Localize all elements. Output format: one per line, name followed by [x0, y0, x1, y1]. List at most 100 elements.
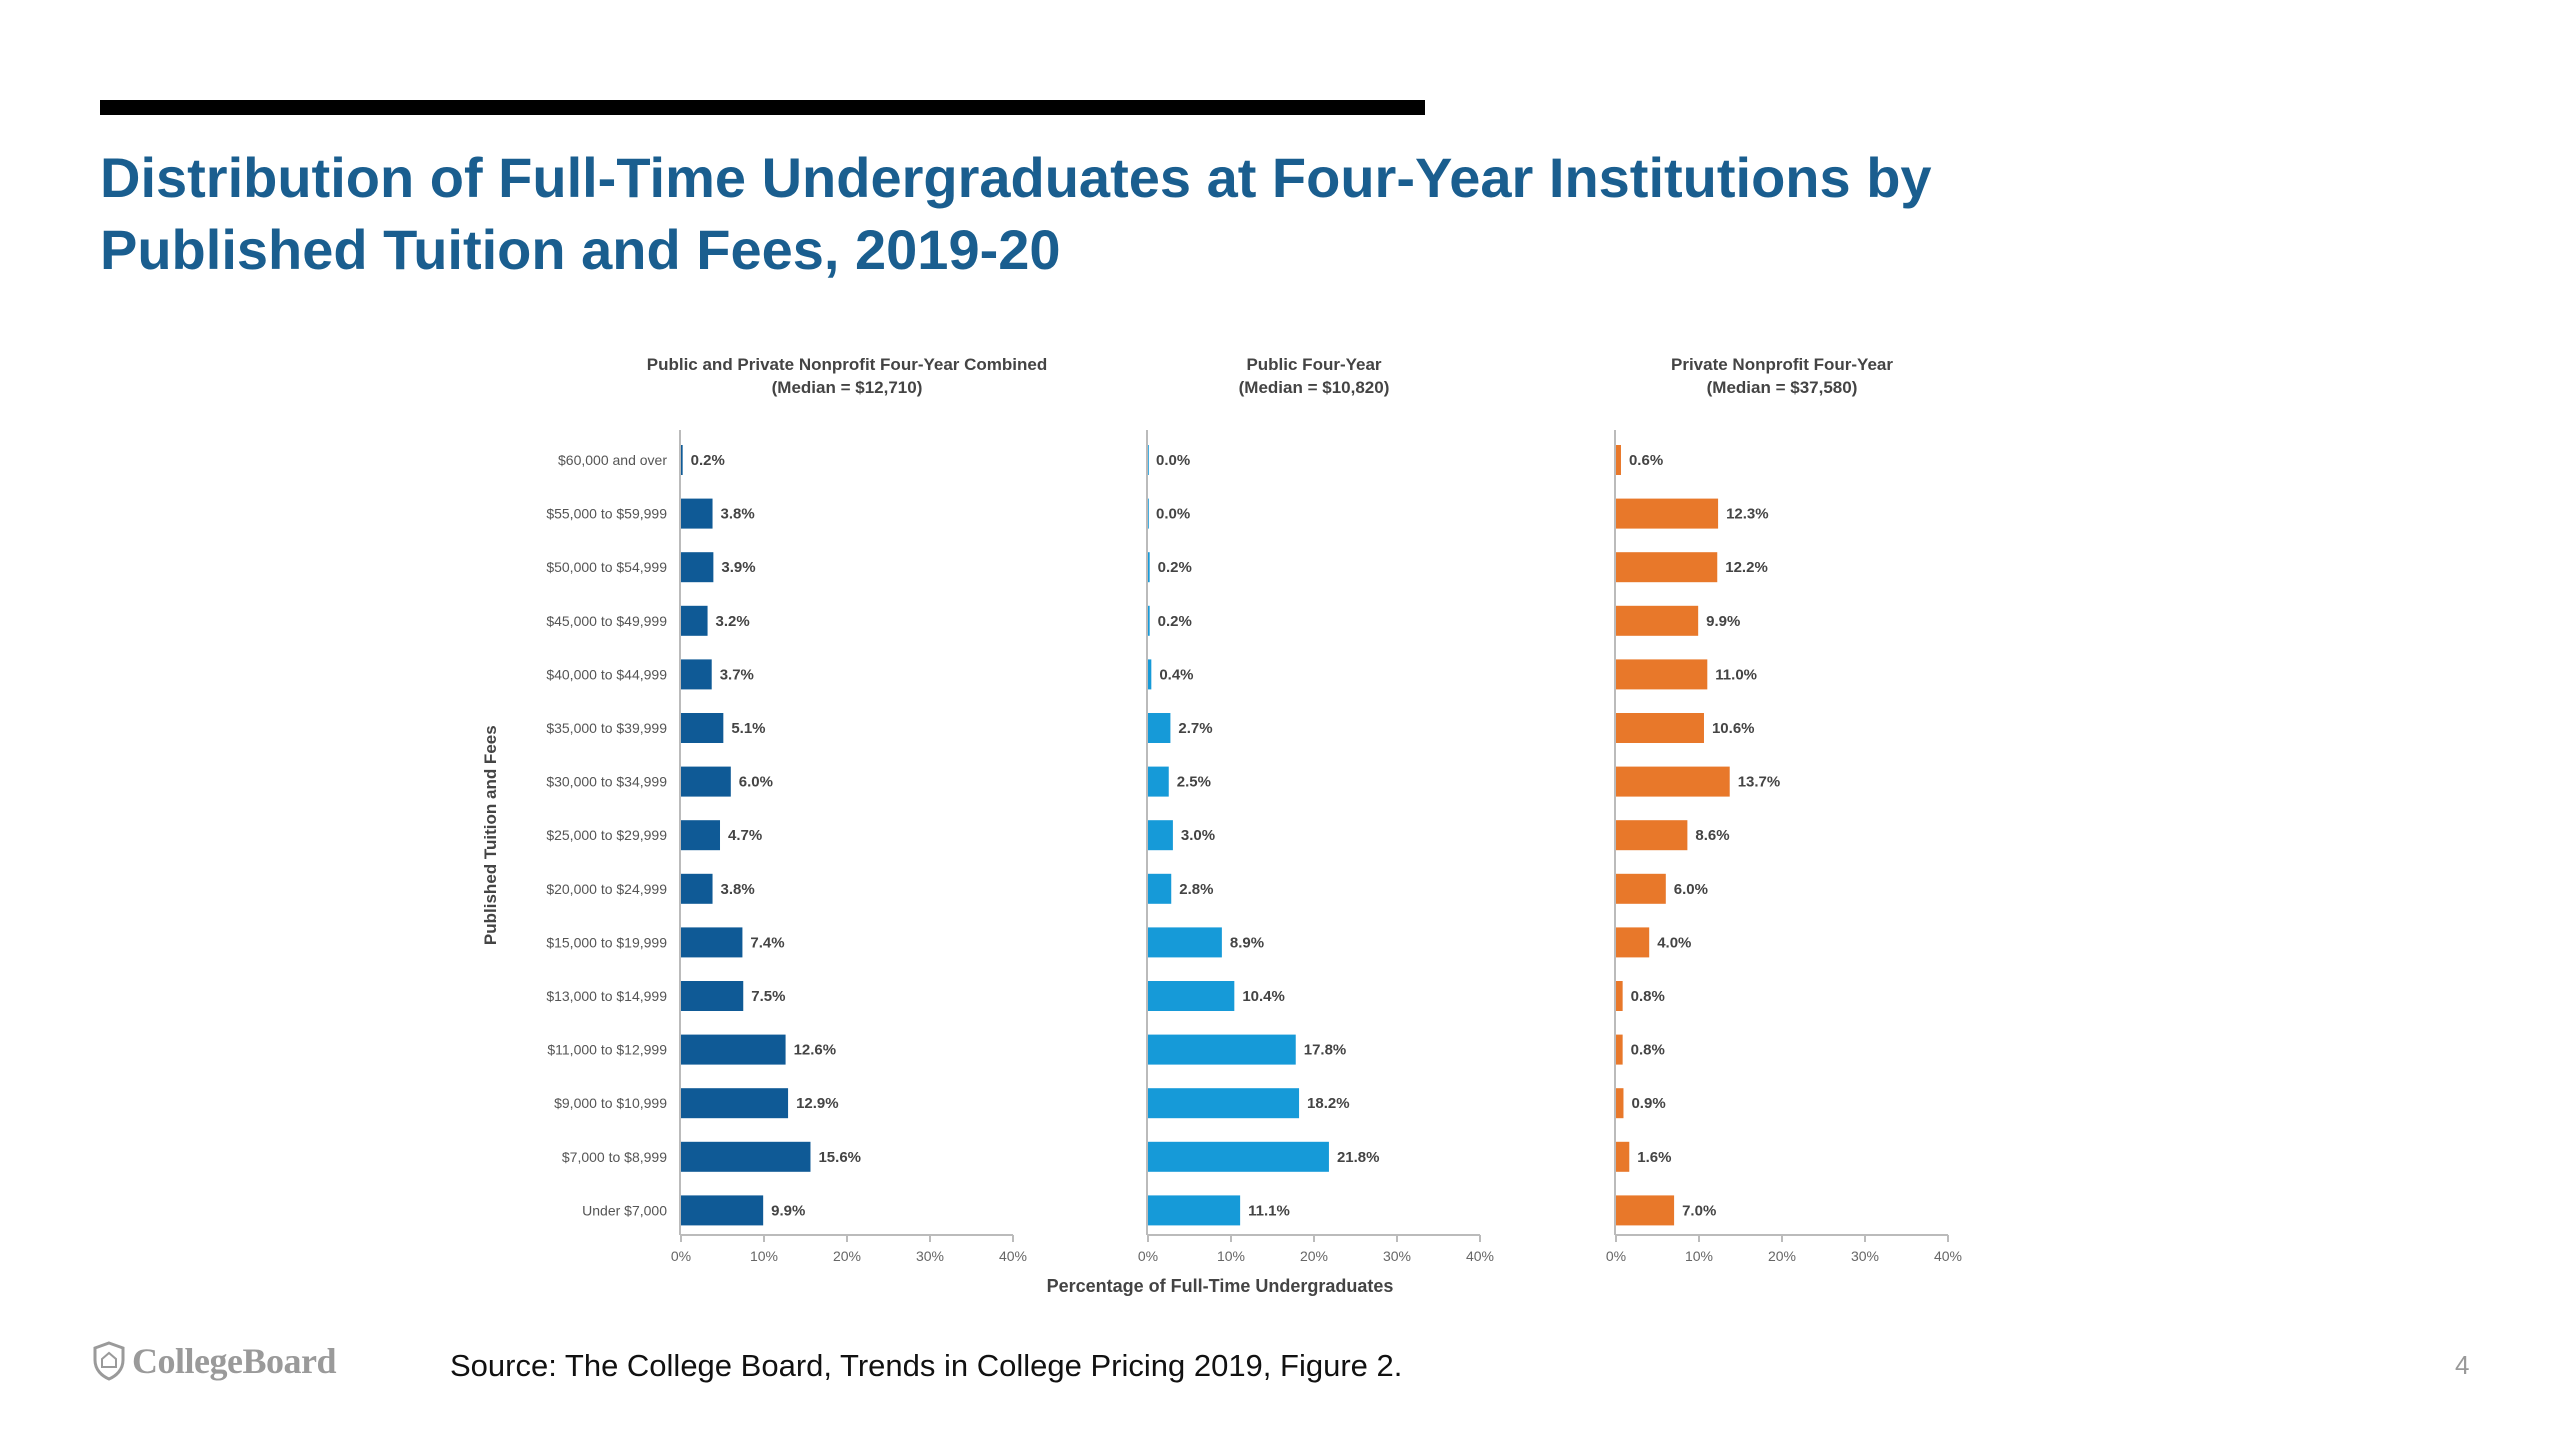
bar-data-label: 0.8%	[1631, 988, 1665, 1005]
bar-data-label: 3.8%	[721, 506, 755, 523]
bar-data-label: 7.4%	[750, 934, 784, 951]
bar-data-label: 9.9%	[1706, 613, 1740, 630]
bar	[681, 552, 714, 583]
bar-data-label: 15.6%	[818, 1149, 861, 1166]
x-tick-label: 0%	[1138, 1248, 1158, 1264]
category-label: $9,000 to $10,999	[554, 1095, 667, 1111]
x-tick-label: 40%	[1466, 1248, 1494, 1264]
bar-data-label: 21.8%	[1337, 1149, 1380, 1166]
x-tick-label: 40%	[1934, 1248, 1962, 1264]
bar-data-label: 8.6%	[1695, 827, 1729, 844]
bar	[1616, 659, 1708, 690]
bar-data-label: 12.9%	[796, 1095, 839, 1112]
bar-data-label: 1.6%	[1637, 1149, 1671, 1166]
category-label: $60,000 and over	[558, 452, 667, 468]
bar	[1148, 820, 1173, 851]
bar	[681, 1195, 764, 1226]
category-label: $7,000 to $8,999	[562, 1149, 667, 1165]
bar-data-label: 0.9%	[1631, 1095, 1665, 1112]
bar-data-label: 4.7%	[728, 827, 762, 844]
category-label: $20,000 to $24,999	[546, 881, 667, 897]
bar-data-label: 7.0%	[1682, 1202, 1716, 1219]
bar	[1148, 605, 1150, 636]
bar-data-label: 10.4%	[1242, 988, 1285, 1005]
bar-data-label: 3.8%	[721, 881, 755, 898]
x-tick-label: 20%	[1300, 1248, 1328, 1264]
bar	[681, 713, 724, 743]
bar	[681, 1034, 786, 1065]
bar	[1148, 1195, 1241, 1226]
bar-data-label: 13.7%	[1738, 774, 1781, 791]
bar	[1616, 713, 1704, 743]
bar-data-label: 0.8%	[1631, 1042, 1665, 1059]
bar	[1148, 1141, 1329, 1172]
bar	[681, 498, 713, 529]
bar	[681, 659, 712, 690]
panel-title: Public Four-Year	[1246, 355, 1381, 374]
category-label: $50,000 to $54,999	[546, 559, 667, 575]
x-tick-label: 30%	[916, 1248, 944, 1264]
x-tick-label: 10%	[1685, 1248, 1713, 1264]
bar	[1148, 552, 1150, 583]
category-label: Under $7,000	[582, 1202, 667, 1218]
y-axis-title: Published Tuition and Fees	[481, 725, 500, 945]
panel-subtitle: (Median = $10,820)	[1239, 378, 1390, 397]
x-axis-title: Percentage of Full-Time Undergraduates	[1047, 1276, 1394, 1296]
bar	[681, 1088, 789, 1119]
bar	[1148, 1034, 1296, 1065]
slide-title-line-1: Distribution of Full-Time Undergraduates…	[100, 146, 1932, 209]
bar-data-label: 5.1%	[731, 720, 765, 737]
bar	[1148, 713, 1171, 743]
slide-title-line-2: Published Tuition and Fees, 2019-20	[100, 218, 1061, 281]
bar-data-label: 11.0%	[1715, 666, 1757, 683]
bar-data-label: 4.0%	[1657, 934, 1691, 951]
bar	[1148, 766, 1169, 797]
bar-data-label: 7.5%	[751, 988, 785, 1005]
panel-title: Private Nonprofit Four-Year	[1671, 355, 1893, 374]
bar-data-label: 3.7%	[720, 666, 754, 683]
category-label: $55,000 to $59,999	[546, 506, 667, 522]
panel-subtitle: (Median = $12,710)	[772, 378, 923, 397]
shield-icon	[93, 1341, 125, 1381]
bar-data-label: 3.9%	[721, 559, 755, 576]
bar-data-label: 12.2%	[1725, 559, 1768, 576]
category-label: $40,000 to $44,999	[546, 666, 667, 682]
category-label: $45,000 to $49,999	[546, 613, 667, 629]
page-number: 4	[2455, 1350, 2470, 1380]
bar	[1616, 927, 1650, 958]
panel-title: Public and Private Nonprofit Four-Year C…	[647, 355, 1048, 374]
bar	[1148, 873, 1172, 904]
bar	[1148, 927, 1222, 958]
bar	[1616, 1034, 1623, 1065]
bar	[1616, 1088, 1624, 1119]
source-note: Source: The College Board, Trends in Col…	[450, 1348, 1403, 1383]
bar-data-label: 8.9%	[1230, 934, 1264, 951]
bar-data-label: 0.2%	[691, 452, 725, 469]
bar-data-label: 0.6%	[1629, 452, 1663, 469]
x-tick-label: 0%	[1606, 1248, 1626, 1264]
bar	[1616, 1195, 1675, 1226]
bar-data-label: 11.1%	[1248, 1202, 1290, 1219]
bar-data-label: 0.0%	[1156, 452, 1190, 469]
category-label: $11,000 to $12,999	[547, 1042, 667, 1058]
category-label: $30,000 to $34,999	[546, 774, 667, 790]
bar-data-label: 0.2%	[1158, 559, 1192, 576]
bar	[1616, 766, 1730, 797]
bar-data-label: 3.2%	[716, 613, 750, 630]
x-tick-label: 10%	[1217, 1248, 1245, 1264]
x-tick-label: 40%	[999, 1248, 1027, 1264]
bar	[1616, 981, 1623, 1011]
x-tick-label: 30%	[1851, 1248, 1879, 1264]
bar-data-label: 12.6%	[794, 1042, 837, 1059]
bar	[681, 927, 743, 958]
bar-data-label: 3.0%	[1181, 827, 1215, 844]
category-label: $25,000 to $29,999	[546, 827, 667, 843]
bar-data-label: 10.6%	[1712, 720, 1755, 737]
bar-data-label: 2.8%	[1179, 881, 1213, 898]
bar	[1616, 873, 1666, 904]
panel-subtitle: (Median = $37,580)	[1707, 378, 1858, 397]
bar	[1616, 445, 1621, 475]
category-label: $15,000 to $19,999	[546, 934, 667, 950]
bar-data-label: 17.8%	[1304, 1042, 1347, 1059]
bar	[1148, 498, 1149, 529]
